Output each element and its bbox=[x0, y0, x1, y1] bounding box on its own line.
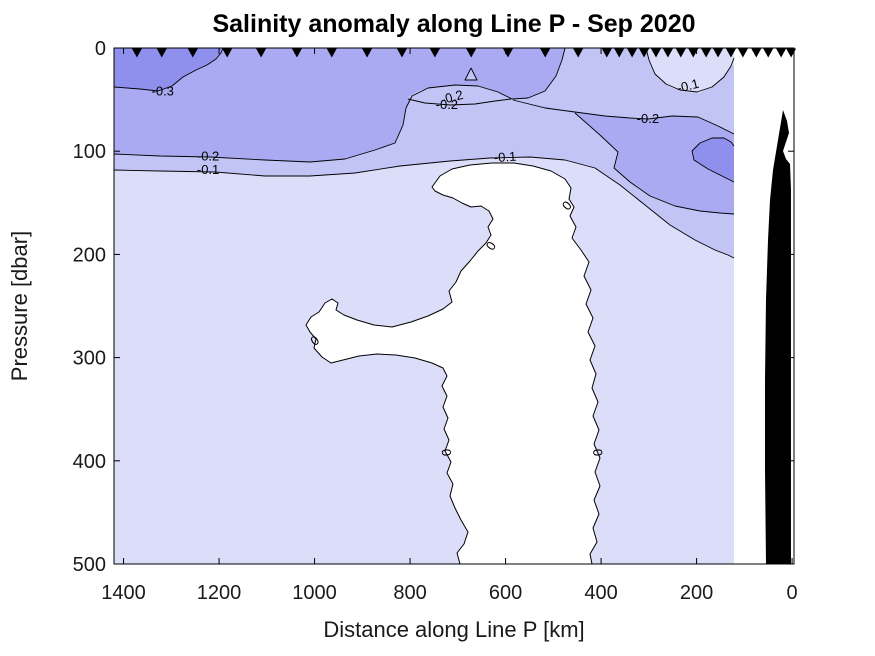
contour-line bbox=[691, 137, 735, 183]
y-tick-label: 0 bbox=[95, 38, 106, 60]
station-marker-triangle bbox=[362, 48, 373, 58]
contour-label-text: -0.2 bbox=[436, 97, 458, 112]
station-marker-triangle bbox=[725, 48, 736, 58]
contour-line bbox=[113, 47, 566, 163]
station-marker-triangle bbox=[776, 48, 787, 58]
zero-anomaly-region bbox=[305, 162, 601, 565]
y-tick-label: 300 bbox=[73, 348, 106, 370]
contour-label-text: -0.2 bbox=[637, 111, 659, 126]
contour-label-text: 0 bbox=[590, 448, 606, 457]
contour-label-text: -0.1 bbox=[197, 162, 219, 177]
contour-label-text: -0.1 bbox=[493, 149, 516, 166]
station-marker-triangle bbox=[466, 48, 477, 58]
x-axis-label: Distance along Line P [km] bbox=[323, 617, 584, 642]
axes: 1400 1200 1000 800 600 400 200 0 0 100 200 300 400 50… bbox=[73, 38, 798, 604]
plot-border bbox=[113, 47, 795, 565]
station-marker-triangle bbox=[256, 48, 267, 58]
station-marker-triangle bbox=[627, 48, 638, 58]
filled-contour-bands bbox=[114, 48, 734, 564]
contour-band bbox=[513, 100, 734, 214]
x-tick-label: 1400 bbox=[101, 582, 146, 604]
zero-contour-region bbox=[305, 162, 601, 565]
contour-line bbox=[113, 47, 224, 92]
contour-line bbox=[645, 47, 735, 93]
x-tick-label: 1000 bbox=[292, 582, 337, 604]
plot-title: Salinity anomaly along Line P - Sep 2020 bbox=[212, 10, 695, 38]
contour-band bbox=[692, 138, 734, 182]
contour-label-text: 0 bbox=[439, 448, 455, 457]
station-marker-triangle bbox=[326, 48, 337, 58]
station-marker-triangle bbox=[737, 48, 748, 58]
station-marker-triangle bbox=[751, 48, 762, 58]
station-marker-triangle bbox=[639, 48, 650, 58]
bathymetry-mask bbox=[765, 110, 791, 564]
contour-label-text: -0.1 bbox=[675, 76, 700, 96]
station-marker-triangle bbox=[396, 48, 407, 58]
station-marker-triangle bbox=[601, 48, 612, 58]
contour-label-text: -0.2 bbox=[197, 148, 219, 163]
x-tick-label: 400 bbox=[584, 582, 617, 604]
y-axis-label: Pressure [dbar] bbox=[7, 231, 32, 381]
y-tick-label: 100 bbox=[73, 141, 106, 163]
y-tick-label: 500 bbox=[73, 554, 106, 576]
station-marker-triangle bbox=[650, 48, 661, 58]
x-tick-label: 0 bbox=[787, 582, 798, 604]
station-marker-triangle bbox=[713, 48, 724, 58]
contour-lines bbox=[113, 47, 735, 259]
contour-line bbox=[113, 156, 735, 259]
station-marker-triangle bbox=[187, 48, 198, 58]
x-tick-label: 600 bbox=[489, 582, 522, 604]
contour-line bbox=[407, 98, 512, 106]
station-marker-triangle bbox=[662, 48, 673, 58]
station-marker-triangle bbox=[573, 48, 584, 58]
station-marker-triangle bbox=[156, 48, 167, 58]
station-marker-triangle bbox=[786, 48, 797, 58]
bathymetry-polygon bbox=[765, 110, 791, 564]
contour-band bbox=[114, 48, 223, 91]
station-marker-triangle bbox=[763, 48, 774, 58]
x-tick-label: 1200 bbox=[197, 582, 242, 604]
station-marker-triangle bbox=[222, 48, 233, 58]
contour-band bbox=[465, 68, 477, 80]
station-marker-triangle bbox=[429, 48, 440, 58]
contour-line bbox=[464, 67, 478, 81]
contour-line bbox=[574, 112, 735, 215]
station-marker-triangle bbox=[675, 48, 686, 58]
y-tick-label: 400 bbox=[73, 451, 106, 473]
station-marker-triangle bbox=[701, 48, 712, 58]
x-tick-label: 800 bbox=[393, 582, 426, 604]
contour-label-text: -0.2 bbox=[439, 87, 465, 107]
contour-band bbox=[114, 48, 565, 162]
station-marker-triangle bbox=[540, 48, 551, 58]
station-marker-triangle bbox=[614, 48, 625, 58]
station-markers bbox=[131, 48, 797, 58]
contour-line bbox=[512, 99, 735, 135]
contour-label-text: -0.3 bbox=[152, 83, 174, 98]
station-marker-triangle bbox=[291, 48, 302, 58]
station-marker-triangle bbox=[688, 48, 699, 58]
y-tick-label: 200 bbox=[73, 244, 106, 266]
contour-band bbox=[408, 85, 511, 105]
x-tick-label: 200 bbox=[680, 582, 713, 604]
station-marker-triangle bbox=[131, 48, 142, 58]
